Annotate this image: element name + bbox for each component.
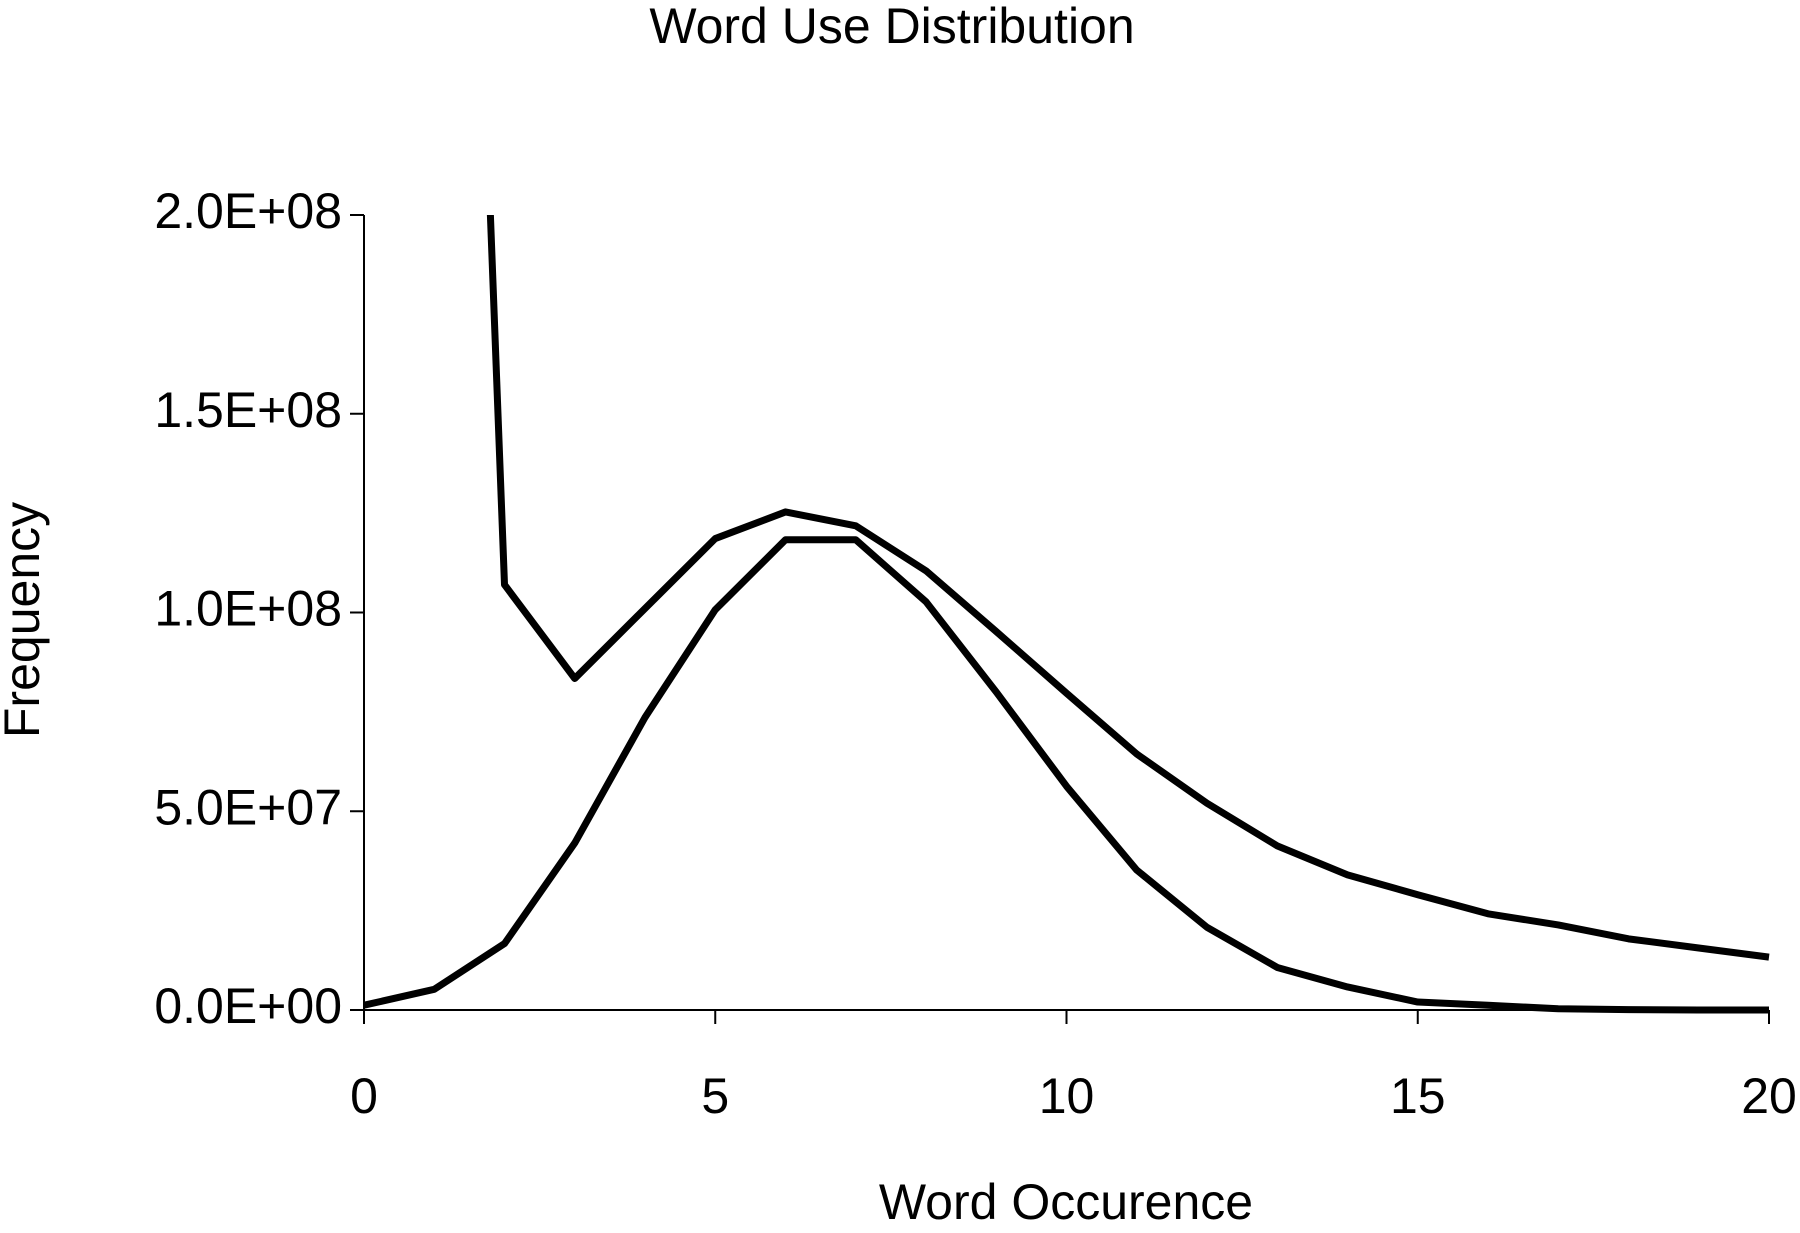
x-tick-label: 10 — [1039, 1068, 1095, 1124]
x-tick-label: 20 — [1741, 1068, 1797, 1124]
x-tick-label: 5 — [701, 1068, 729, 1124]
x-tick-label: 0 — [350, 1068, 378, 1124]
y-tick-label: 1.5E+08 — [154, 382, 342, 438]
x-axis-label: Word Occurence — [879, 1174, 1253, 1230]
y-tick-label: 1.0E+08 — [154, 581, 342, 637]
y-tick-label: 2.0E+08 — [154, 183, 342, 239]
y-tick-label: 0.0E+00 — [154, 978, 342, 1034]
x-tick-label: 15 — [1390, 1068, 1446, 1124]
y-tick-label: 5.0E+07 — [154, 779, 342, 835]
plot-area — [364, 215, 1770, 1014]
y-axis-label: Frequency — [0, 502, 50, 738]
data-line — [364, 536, 1769, 1014]
data-line — [486, 215, 1770, 961]
chart-title: Word Use Distribution — [649, 0, 1134, 54]
